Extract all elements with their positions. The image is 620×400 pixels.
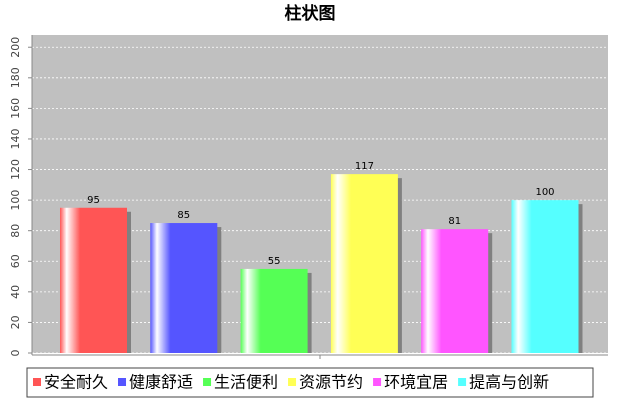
bar [150,223,218,353]
bar [240,268,308,353]
y-tick-label: 200 [9,37,22,58]
y-tick-label: 160 [9,98,22,119]
legend-swatch [118,378,127,386]
y-tick-label: 80 [9,224,22,238]
data-label: 55 [268,256,281,267]
y-tick-label: 40 [9,285,22,299]
y-tick-label: 140 [9,128,22,149]
y-tick-label: 120 [9,159,22,180]
chart-title: 柱状图 [285,3,336,24]
legend-label: 安全耐久 [44,373,108,392]
data-label: 117 [355,161,374,172]
bar [60,207,127,353]
y-tick-label: 60 [9,254,22,268]
legend-label: 资源节约 [299,373,363,392]
legend-swatch [203,378,212,386]
bar [421,229,489,353]
legend-swatch [33,378,41,386]
legend-swatch [288,378,297,386]
data-label: 85 [177,210,190,221]
legend-swatch [458,378,467,386]
bar [511,200,579,353]
legend-swatch [373,378,382,386]
data-label: 100 [535,187,554,198]
y-tick-label: 20 [9,315,22,329]
legend-label: 环境宜居 [384,373,448,392]
legend-label: 生活便利 [214,373,278,392]
y-tick-label: 0 [9,350,22,357]
y-tick-label: 100 [9,190,22,211]
bar [330,174,398,353]
data-label: 81 [448,216,461,227]
data-label: 95 [87,195,100,206]
y-tick-label: 180 [9,67,22,88]
legend-label: 健康舒适 [129,373,193,392]
legend-label: 提高与创新 [469,373,549,392]
